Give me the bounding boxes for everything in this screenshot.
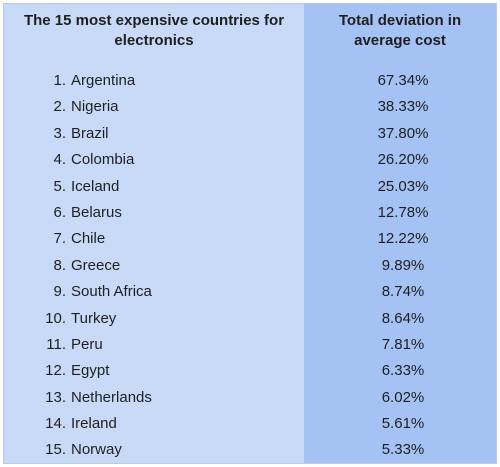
country-name: Ireland	[71, 415, 117, 433]
country-row: 10. Turkey	[4, 306, 304, 332]
country-row: 6. Belarus	[4, 200, 304, 226]
country-column: The 15 most expensive countries for elec…	[4, 4, 304, 463]
country-name: Turkey	[71, 309, 117, 327]
country-row: 9. South Africa	[4, 279, 304, 305]
rank-number: 9.	[53, 283, 66, 301]
expensive-countries-table: The 15 most expensive countries for elec…	[3, 3, 497, 464]
country-name: Egypt	[71, 362, 110, 380]
country-name: Peru	[71, 335, 103, 353]
cost-deviation-value: 7.81%	[381, 335, 425, 353]
country-row: 1. Argentina	[4, 68, 304, 94]
country-name: Belarus	[71, 203, 122, 221]
country-name: Netherlands	[71, 388, 152, 406]
cost-deviation-value: 38.33%	[377, 98, 429, 116]
cost-deviation-value: 6.33%	[381, 362, 425, 380]
rank-number: 3.	[53, 124, 66, 142]
country-name: Nigeria	[71, 98, 119, 116]
rank-number: 6.	[53, 203, 66, 221]
country-row: 3. Brazil	[4, 121, 304, 147]
country-row: 8. Greece	[4, 253, 304, 279]
value-column: Total deviation in average cost 67.34% 38…	[304, 4, 496, 463]
cost-deviation-value: 6.02%	[381, 388, 425, 406]
country-column-header: The 15 most expensive countries for elec…	[23, 12, 285, 49]
country-name: Argentina	[71, 72, 136, 89]
rank-number: 11.	[46, 335, 66, 353]
country-row: 7. Chile	[4, 226, 304, 252]
country-name: Iceland	[71, 177, 120, 195]
country-name: Norway	[71, 441, 122, 459]
rank-number: 15.	[45, 441, 66, 459]
cost-deviation-value: 12.22%	[377, 230, 429, 248]
country-rows: 1. Argentina 2. Nigeria 3. Brazil 4. Colombia 5.…	[4, 68, 304, 464]
rank-number: 4.	[53, 151, 66, 169]
cost-deviation-value: 8.64%	[381, 309, 425, 327]
country-name: South Africa	[71, 283, 152, 301]
country-name: Greece	[71, 256, 121, 274]
country-name: Brazil	[71, 124, 109, 142]
rank-number: 2.	[53, 98, 66, 116]
rank-number: 14.	[45, 415, 66, 433]
country-row: 4. Colombia	[4, 147, 304, 173]
cost-deviation-value: 9.89%	[381, 256, 425, 274]
country-name: Chile	[71, 230, 106, 248]
rank-number: 7.	[53, 230, 66, 248]
cost-deviation-value: 8.74%	[381, 283, 425, 301]
rank-number: 13.	[45, 388, 66, 406]
cost-deviation-value: 5.61%	[381, 415, 425, 433]
cost-deviation-value: 67.34%	[377, 72, 429, 89]
country-row: 14. Ireland	[4, 411, 304, 437]
value-rows: 67.34% 38.33% 37.80% 26.20% 25.03% 12.78% 12.2…	[304, 68, 496, 464]
cost-deviation-value: 37.80%	[377, 124, 429, 142]
value-column-header: Total deviation in average cost	[338, 12, 462, 49]
cost-deviation-value: 12.78%	[377, 203, 429, 221]
country-row: 2. Nigeria	[4, 94, 304, 120]
cost-deviation-value: 5.33%	[381, 441, 425, 459]
rank-number: 12.	[45, 362, 66, 380]
cost-deviation-value: 25.03%	[377, 177, 429, 195]
cost-deviation-value: 26.20%	[377, 151, 429, 169]
country-row: 5. Iceland	[4, 174, 304, 200]
rank-number: 8.	[53, 256, 66, 274]
country-row: 12. Egypt	[4, 358, 304, 384]
country-row: 13. Netherlands	[4, 385, 304, 411]
rank-number: 5.	[53, 177, 66, 195]
rank-number: 1.	[53, 72, 66, 89]
country-row: 15. Norway	[4, 437, 304, 463]
rank-number: 10.	[45, 309, 66, 327]
country-name: Colombia	[71, 151, 135, 169]
country-row: 11. Peru	[4, 332, 304, 358]
